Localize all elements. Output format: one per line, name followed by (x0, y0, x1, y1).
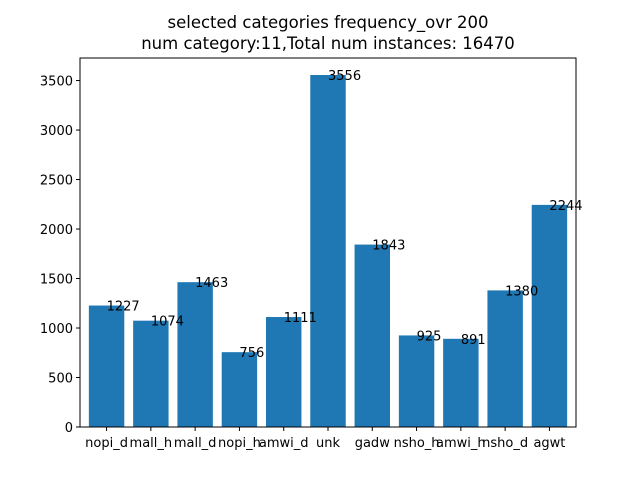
x-tick-label: mall_d (174, 436, 217, 451)
bar-value-label: 1227 (107, 300, 140, 315)
x-tick-label: amwi_d (259, 436, 309, 451)
bar-value-label: 1111 (284, 311, 317, 326)
y-tick-label: 1500 (40, 273, 73, 288)
bar-value-label: 2244 (549, 199, 582, 214)
bar-value-label: 925 (417, 329, 442, 344)
y-tick-label: 3500 (40, 75, 73, 90)
bar-nopi_h (221, 352, 258, 427)
bar-nsho_d (487, 290, 523, 427)
x-tick-label: nsho_h (394, 436, 440, 451)
bar-value-label: 891 (461, 333, 486, 348)
bar-unk (310, 75, 346, 427)
bar-value-label: 1463 (195, 276, 228, 291)
chart-subtitle: num category:11,Total num instances: 164… (141, 34, 515, 53)
x-tick-label: agwt (533, 436, 565, 451)
plot-area: 1227 1074 1463 756 1111 3556 1843 925 891 1380 224… (40, 57, 583, 451)
y-tick-label: 3000 (40, 124, 73, 139)
bar-value-label: 756 (239, 346, 264, 361)
chart-title: selected categories frequency_ovr 200 (167, 13, 488, 33)
x-tick-label: nsho_d (482, 436, 528, 451)
bar-mall_h (133, 320, 169, 427)
x-tick-label: mall_h (130, 436, 173, 451)
bar-value-label: 1380 (505, 284, 538, 299)
bar-value-label: 1843 (372, 239, 405, 254)
y-tick-label: 2000 (40, 223, 73, 238)
x-tick-label: nopi_h (218, 436, 261, 451)
bar-value-label: 3556 (328, 69, 361, 84)
bar-value-label: 1074 (151, 315, 184, 330)
x-tick-label: gadw (355, 436, 390, 451)
bar-amwi_h (443, 338, 479, 427)
bar-agwt (531, 204, 568, 427)
bar-amwi_d (266, 317, 302, 427)
bar-mall_d (177, 282, 213, 427)
bar-nopi_d (88, 305, 125, 427)
x-tick-label: nopi_d (85, 436, 128, 451)
y-tick-label: 2500 (40, 174, 73, 189)
x-tick-label: unk (316, 436, 340, 451)
y-tick-label: 500 (48, 372, 73, 387)
y-tick-label: 0 (65, 421, 73, 436)
y-tick-label: 1000 (40, 322, 73, 337)
x-tick-label: amwi_h (436, 436, 486, 451)
bar-nsho_h (398, 335, 435, 427)
bar-gadw (354, 244, 390, 427)
